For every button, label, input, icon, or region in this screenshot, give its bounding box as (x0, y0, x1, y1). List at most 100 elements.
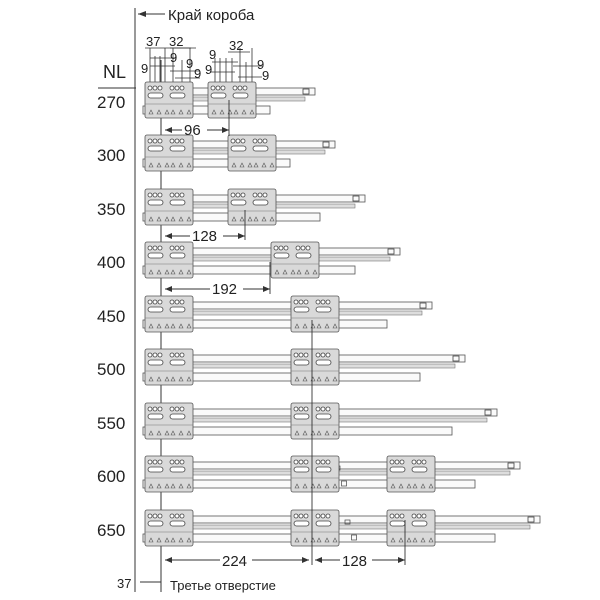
screw-mark-icon (302, 323, 308, 329)
screw-mark-icon (164, 323, 170, 329)
hole-icon (169, 138, 175, 144)
hole-icon (169, 245, 175, 251)
slot-icon (315, 306, 332, 313)
hole-icon (252, 138, 258, 144)
screw-mark-icon (412, 483, 418, 489)
screw-mark-icon (164, 376, 170, 382)
hole-icon (147, 352, 153, 358)
screw-mark-icon (148, 430, 154, 436)
hole-icon (252, 192, 258, 198)
hole-icon (152, 85, 158, 91)
dim-192: 192 (212, 281, 237, 298)
hole-icon (293, 299, 299, 305)
screw-mark-icon (302, 376, 308, 382)
mounting-bracket (144, 241, 194, 279)
screw-mark-icon (428, 483, 434, 489)
mounting-bracket (270, 241, 320, 279)
screw-mark-icon (170, 376, 176, 382)
hole-icon (315, 459, 321, 465)
hole-icon (210, 85, 216, 91)
hole-icon (152, 138, 158, 144)
slot-icon (315, 413, 332, 420)
rail-tab-icon (351, 534, 357, 541)
slot-icon (147, 466, 164, 473)
screw-mark-icon (312, 269, 318, 275)
hole-icon (242, 85, 248, 91)
screw-mark-icon (219, 109, 225, 115)
screw-mark-icon (302, 537, 308, 543)
hole-icon (411, 513, 417, 519)
slot-icon (147, 306, 164, 313)
slot-icon (230, 199, 247, 206)
screw-mark-icon (233, 109, 239, 115)
runner-row: 400 (97, 241, 401, 279)
slot-icon (147, 359, 164, 366)
hole-icon (325, 406, 331, 412)
nl-value: 500 (97, 360, 125, 379)
hole-icon (157, 352, 163, 358)
screw-mark-icon (186, 323, 192, 329)
screw-mark-icon (178, 537, 184, 543)
screw-mark-icon (186, 162, 192, 168)
runner-row: 450 (97, 295, 433, 333)
hole-icon (295, 245, 301, 251)
screw-mark-icon (253, 162, 259, 168)
screw-mark-icon (156, 537, 162, 543)
slot-icon (169, 145, 186, 152)
slot-icon (293, 413, 310, 420)
hole-icon (169, 459, 175, 465)
screw-mark-icon (302, 430, 308, 436)
screw-mark-icon (332, 323, 338, 329)
nl-value: 300 (97, 146, 125, 165)
slot-icon (169, 306, 186, 313)
hole-icon (174, 513, 180, 519)
hole-icon (179, 459, 185, 465)
hole-icon (157, 138, 163, 144)
rail-end-stop-icon (322, 141, 330, 148)
rail-tab-icon (341, 480, 347, 487)
screw-mark-icon (390, 537, 396, 543)
hole-icon (389, 513, 395, 519)
nl-value: 600 (97, 467, 125, 486)
hole-icon (320, 459, 326, 465)
screw-mark-icon (290, 269, 296, 275)
hole-icon (303, 459, 309, 465)
screw-mark-icon (420, 537, 426, 543)
hole-icon (240, 138, 246, 144)
hole-icon (298, 513, 304, 519)
hole-icon (157, 459, 163, 465)
mounting-bracket (227, 188, 277, 226)
slot-icon (389, 520, 406, 527)
box-edge-label: Край короба (168, 7, 255, 24)
dim-224: 224 (222, 553, 247, 570)
screw-mark-icon (390, 483, 396, 489)
hole-icon (152, 459, 158, 465)
screw-mark-icon (294, 323, 300, 329)
hole-icon (416, 459, 422, 465)
screw-mark-icon (156, 323, 162, 329)
hole-icon (303, 299, 309, 305)
slot-icon (315, 520, 332, 527)
lower-rail (142, 105, 271, 115)
screw-mark-icon (156, 109, 162, 115)
screw-mark-icon (406, 537, 412, 543)
screw-mark-icon (294, 537, 300, 543)
dim-128-top: 128 (192, 228, 217, 245)
hole-icon (147, 459, 153, 465)
slot-icon (169, 92, 186, 99)
screw-mark-icon (316, 376, 322, 382)
hole-icon (152, 299, 158, 305)
runner-row: 350 (97, 188, 366, 226)
hole-icon (262, 138, 268, 144)
screw-mark-icon (324, 430, 330, 436)
hole-icon (230, 138, 236, 144)
slot-icon (169, 252, 186, 259)
hole-icon (399, 459, 405, 465)
mounting-bracket (386, 455, 436, 493)
lower-rail (142, 372, 421, 382)
slot-icon (295, 252, 312, 259)
hole-icon (298, 352, 304, 358)
hole-icon (152, 352, 158, 358)
runner-row: 650 (97, 509, 541, 547)
screw-mark-icon (324, 537, 330, 543)
